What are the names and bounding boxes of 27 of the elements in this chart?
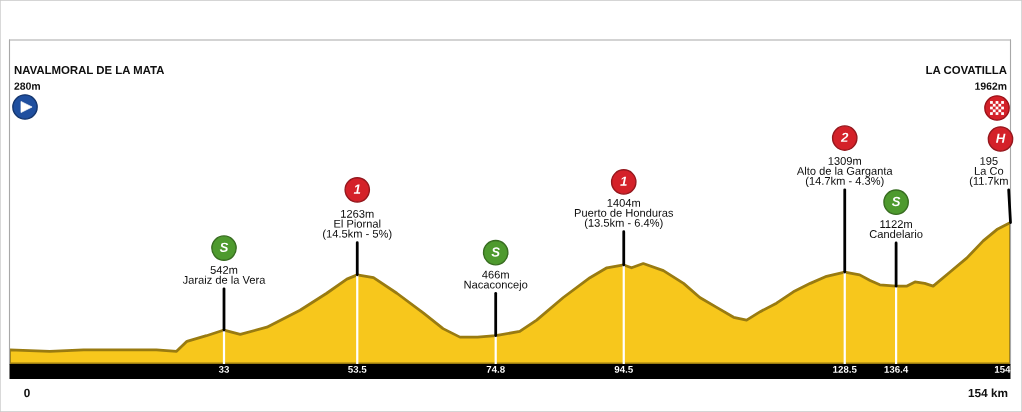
annotation: S: [491, 247, 500, 257]
annotation: 466m Nacaconcejo: [464, 270, 528, 291]
x-tick-label: 128.5: [833, 365, 857, 373]
text: 154 km: [968, 388, 1008, 398]
x-tick-label: 136.4: [884, 365, 909, 373]
x-tick-label: 94.5: [614, 365, 633, 373]
annotation: 1263m El Piornal (14.5km - 5%): [323, 209, 392, 240]
annotation: 1122m Candelario: [869, 220, 923, 238]
text: NAVALMORAL DE LA MATA: [14, 65, 165, 75]
text: 0: [24, 388, 30, 398]
x-tick-label: 74.8: [486, 365, 505, 373]
text: S: [891, 196, 901, 207]
annotation: 1404m Puerto de Honduras (13.5km - 6.4%): [574, 198, 674, 229]
annotation: 542m Jaraiz de la Vera: [182, 266, 266, 284]
annotation: S: [219, 242, 229, 252]
text: 280m: [14, 82, 40, 90]
text: LA COVATILLA: [926, 65, 1007, 75]
text: H: [995, 133, 1006, 143]
annotation: 1309m Alto de la Garganta (14.7km - 4.3%): [796, 157, 893, 188]
x-tick-label: 154: [994, 366, 1011, 373]
text: 1: [353, 184, 361, 194]
x-tick-label: 53.5: [348, 365, 367, 373]
x-tick-label: 33: [218, 365, 230, 373]
annotation: 195 La Co (11.7km: [969, 157, 1008, 188]
text: 1962m: [975, 82, 1007, 90]
text: 2: [840, 132, 849, 142]
text: 1: [620, 176, 627, 186]
